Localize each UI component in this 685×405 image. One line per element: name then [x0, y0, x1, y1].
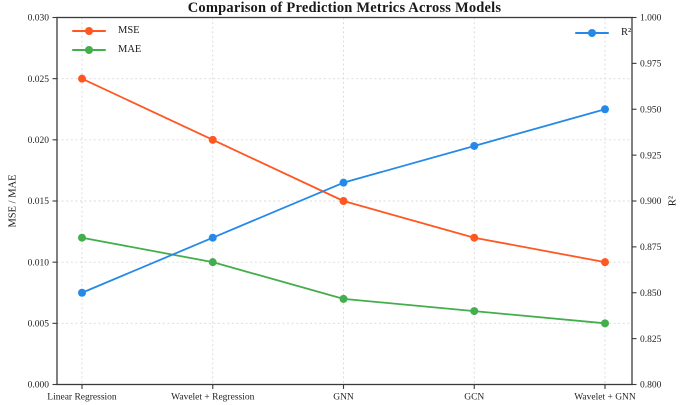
data-point-marker	[78, 74, 86, 83]
chart-title: Comparison of Prediction Metrics Across …	[187, 0, 502, 16]
y-tick-label-right: 1.000	[640, 14, 662, 24]
x-tick-label: Linear Regression	[47, 393, 117, 403]
y-tick-label-left: 0.000	[28, 381, 50, 391]
data-point-marker	[208, 233, 217, 242]
y-tick-label-left: 0.025	[28, 75, 50, 85]
x-tick-label: GCN	[464, 393, 484, 403]
legend-line-mse-icon	[72, 27, 106, 35]
y-tick-label-left: 0.020	[28, 136, 50, 146]
legend-label-mae: MAE	[118, 44, 142, 55]
data-point-marker	[78, 288, 86, 297]
y-tick-label-right: 0.825	[640, 335, 662, 345]
data-point-marker	[78, 233, 86, 242]
data-point-marker	[470, 307, 479, 316]
y-tick-label-left: 0.010	[28, 258, 50, 268]
y-tick-label-left: 0.030	[28, 14, 50, 24]
y-tick-label-left: 0.005	[28, 320, 50, 330]
data-point-marker	[208, 258, 217, 267]
data-point-marker	[601, 319, 609, 328]
legend-label-mse: MSE	[118, 25, 140, 36]
data-point-marker	[470, 141, 479, 150]
data-point-marker	[339, 178, 348, 187]
x-tick-label: GNN	[333, 393, 354, 403]
x-tick-label: Wavelet + Regression	[171, 393, 254, 403]
legend-item-mae: MAE	[72, 44, 141, 56]
legend-right: R²	[575, 27, 631, 39]
y-tick-label-right: 0.850	[640, 289, 662, 299]
y-tick-label-left: 0.015	[28, 197, 50, 207]
y-tick-label-right: 0.875	[640, 243, 662, 253]
x-tick-label: Wavelet + GNN	[574, 393, 636, 403]
legend-label-r2: R²	[621, 27, 632, 38]
y-tick-label-right: 0.925	[640, 151, 662, 161]
y-tick-label-right: 0.950	[640, 105, 662, 115]
data-point-marker	[339, 294, 348, 303]
data-point-marker	[339, 197, 348, 205]
y-tick-label-right: 0.900	[640, 197, 662, 207]
legend-line-mae-icon	[72, 46, 106, 54]
y-tick-label-right: 0.800	[640, 381, 662, 391]
legend-item-mse: MSE	[72, 25, 141, 37]
data-point-marker	[601, 105, 609, 114]
legend-item-r2: R²	[575, 27, 631, 39]
legend-left: MSE MAE	[72, 25, 141, 56]
data-point-marker	[470, 233, 479, 242]
data-point-marker	[601, 258, 609, 267]
legend-line-r2-icon	[575, 29, 609, 37]
y-tick-label-right: 0.975	[640, 60, 662, 70]
data-point-marker	[208, 135, 217, 144]
